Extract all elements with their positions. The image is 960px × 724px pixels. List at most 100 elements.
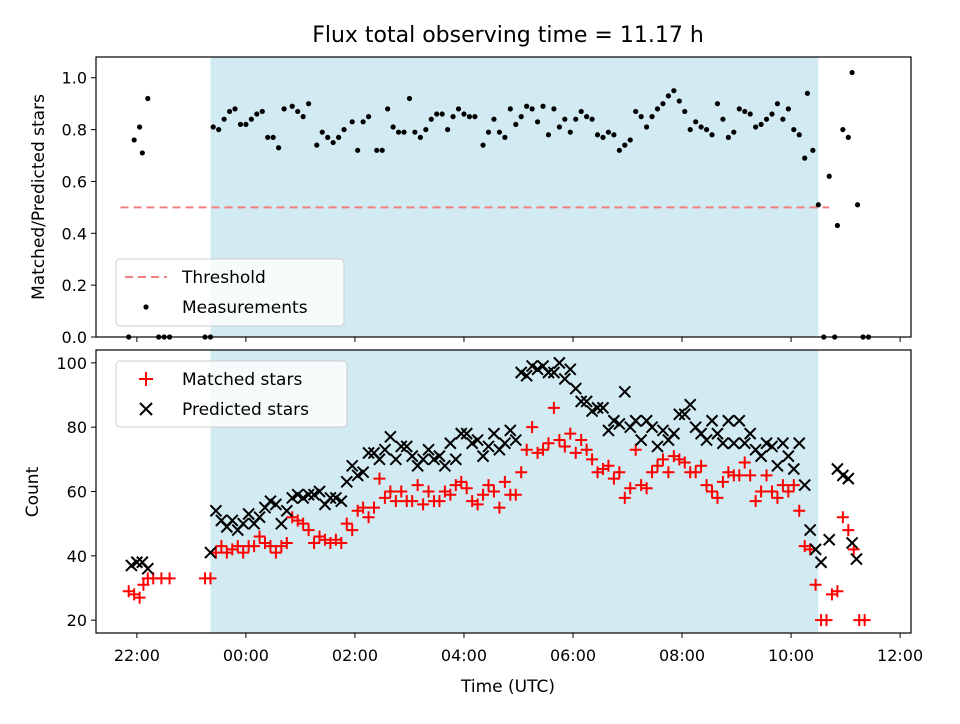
measurement-point: [627, 137, 633, 143]
predicted-star-point: [558, 372, 572, 386]
count-ytick-label: 80: [67, 418, 87, 437]
matched-star-point: [716, 475, 729, 488]
matched-star-point: [520, 443, 533, 456]
predicted-star-point: [130, 556, 144, 569]
predicted-star-point: [722, 414, 735, 427]
count-xtick-label: 04:00: [441, 646, 487, 665]
measurement-point: [562, 116, 568, 122]
ratio-ytick-label: 0.8: [62, 121, 87, 140]
ratio-ytick-label: 0.2: [62, 276, 87, 295]
count-xtick-label: 06:00: [550, 646, 596, 665]
matched-star-point: [755, 485, 768, 498]
predicted-star-point: [645, 420, 659, 434]
measurement-point: [769, 111, 775, 117]
measurement-point: [131, 137, 137, 143]
matched-star-point: [607, 472, 620, 485]
predicted-star-point: [613, 417, 626, 431]
predicted-star-point: [738, 437, 751, 450]
predicted-star-point: [845, 536, 859, 550]
predicted-star-point: [471, 433, 484, 447]
count-xtick-label: 10:00: [768, 646, 814, 665]
matched-star-point: [335, 536, 348, 549]
measurement-point: [573, 116, 579, 122]
matched-star-point: [487, 485, 500, 498]
matched-star-point: [406, 495, 419, 508]
measurement-point: [763, 116, 770, 122]
measurement-point: [276, 145, 282, 151]
measurement-point: [709, 132, 715, 138]
count-xtick-label: 02:00: [332, 646, 378, 665]
predicted-star-point: [705, 414, 719, 427]
predicted-star-point: [591, 401, 604, 415]
predicted-star-point: [346, 459, 359, 472]
predicted-star-point: [684, 398, 697, 411]
matched-star-point: [340, 517, 353, 530]
matched-star-point: [602, 459, 615, 472]
measurement-point: [682, 108, 688, 115]
predicted-star-point: [743, 427, 757, 440]
predicted-star-point: [656, 424, 670, 437]
predicted-star-point: [389, 453, 403, 466]
measurement-point: [774, 101, 781, 107]
measurement-point: [237, 121, 244, 128]
predicted-star-point: [553, 356, 566, 370]
measurement-point: [665, 93, 672, 99]
predicted-star-point: [335, 494, 348, 508]
measurement-point: [676, 98, 682, 104]
measurement-point: [502, 134, 508, 140]
predicted-star-point: [673, 408, 686, 421]
predicted-star-point: [476, 449, 490, 463]
measurement-point: [412, 129, 418, 135]
matched-star-point: [248, 540, 261, 553]
measurement-point: [649, 114, 655, 120]
measurement-point: [243, 121, 249, 128]
predicted-star-point: [498, 437, 512, 450]
count-xtick-label: 00:00: [223, 646, 269, 665]
matched-star-point: [444, 488, 457, 501]
measurement-point: [374, 147, 380, 153]
measurement-point: [854, 202, 861, 208]
predicted-star-point: [569, 382, 582, 395]
matched-star-point: [493, 501, 506, 514]
measurement-point: [395, 129, 402, 135]
measurement-point: [714, 101, 721, 107]
matched-star-point: [640, 482, 653, 495]
predicted-star-point: [141, 562, 154, 575]
measurement-point: [594, 132, 601, 138]
count-ytick-label: 40: [67, 547, 87, 566]
measurement-point: [720, 116, 726, 122]
predicted-star-point: [823, 533, 836, 546]
measurement-point: [826, 173, 832, 179]
predicted-star-point: [618, 385, 632, 399]
predicted-star-point: [422, 443, 435, 456]
predicted-star-point: [275, 517, 288, 530]
matched-star-point: [629, 443, 642, 456]
measurement-point: [319, 129, 325, 135]
count-ylabel: Count: [23, 466, 43, 517]
matched-star-point: [580, 443, 593, 456]
measurement-point: [281, 106, 287, 112]
predicted-star-point: [580, 395, 593, 408]
matched-star-point: [237, 546, 250, 559]
matched-star-point: [498, 475, 511, 488]
matched-star-point: [656, 453, 669, 466]
predicted-star-point: [782, 449, 795, 463]
measurement-point: [725, 134, 731, 140]
matched-star-point: [477, 488, 490, 501]
predicted-star-point: [384, 430, 397, 444]
matched-star-point: [613, 466, 626, 479]
predicted-star-point: [765, 440, 779, 453]
matched-star-point: [302, 524, 315, 537]
matched-star-point: [384, 485, 397, 498]
measurement-point: [355, 147, 361, 153]
measurement-point: [834, 222, 841, 229]
measurement-point: [551, 106, 557, 112]
measurement-point: [545, 132, 552, 138]
matched-star-point: [526, 421, 539, 434]
measurement-point: [248, 116, 254, 122]
predicted-star-point: [395, 440, 408, 453]
predicted-star-point: [209, 504, 223, 518]
measurement-point: [815, 202, 821, 208]
measurement-point: [455, 106, 462, 112]
measurement-point: [611, 132, 617, 138]
